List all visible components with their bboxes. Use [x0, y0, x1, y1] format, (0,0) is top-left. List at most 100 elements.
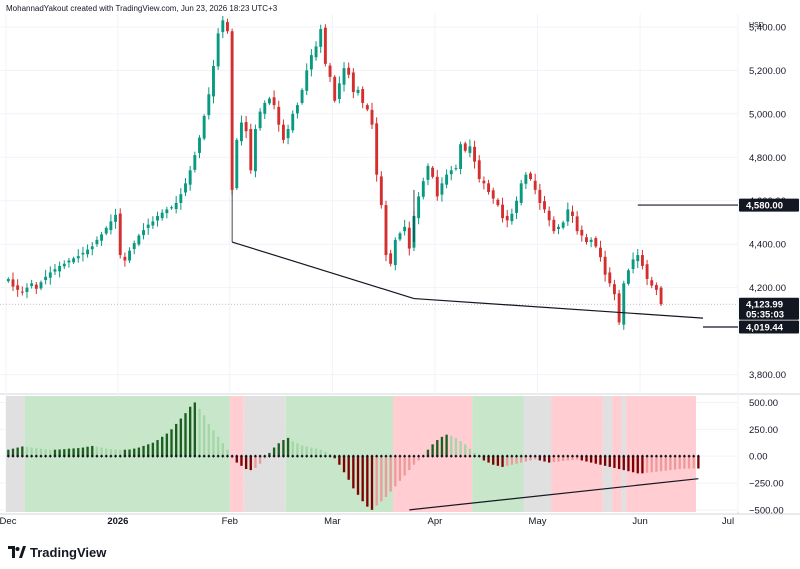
candle-body — [580, 229, 584, 236]
price-axis[interactable]: 3,800.004,200.004,400.004,600.004,800.00… — [749, 22, 786, 516]
histogram-bar — [356, 456, 360, 495]
candle-body — [193, 155, 197, 170]
candle-body — [109, 221, 113, 231]
candlestick-series — [6, 16, 663, 330]
osc-trendline[interactable] — [409, 478, 699, 511]
drawings[interactable] — [231, 189, 738, 511]
zone-red — [626, 396, 697, 512]
histogram-bar — [468, 448, 472, 457]
osc-tick-label: 250.00 — [749, 425, 778, 436]
zero-cross-marker — [174, 454, 178, 458]
zero-cross-marker — [547, 454, 551, 458]
histogram-bar — [627, 456, 630, 472]
candle-body — [198, 137, 201, 153]
zero-cross-marker — [48, 454, 52, 458]
price-tick-label: 5,000.00 — [749, 109, 786, 120]
candle-body — [95, 239, 99, 245]
zone-gray — [6, 396, 25, 512]
candle-body — [459, 144, 463, 170]
histogram-bar — [170, 429, 173, 457]
histogram-bar — [105, 448, 108, 457]
histogram-bar — [352, 456, 355, 489]
zero-cross-marker — [109, 454, 113, 458]
zero-cross-marker — [379, 454, 383, 458]
histogram-bar — [534, 456, 537, 460]
zone-gray — [621, 396, 627, 512]
zero-cross-marker — [267, 454, 272, 458]
histogram-bar — [81, 447, 85, 457]
candle-body — [659, 287, 663, 305]
zero-cross-marker — [687, 454, 691, 458]
histogram-bar — [561, 456, 565, 461]
candle-body — [44, 276, 48, 281]
histogram-bar — [603, 456, 607, 466]
price-tick-label: 5,200.00 — [749, 66, 786, 77]
candle-body — [267, 98, 271, 104]
histogram-bar — [366, 456, 369, 507]
histogram-bar — [622, 456, 625, 471]
zero-cross-marker — [127, 454, 132, 458]
histogram-bar — [589, 456, 593, 463]
zero-cross-marker — [482, 454, 486, 458]
zero-cross-marker — [263, 454, 267, 458]
candle-body — [361, 89, 365, 103]
candle-body — [393, 239, 397, 266]
time-axis[interactable]: Dec 2026 Feb Mar Apr May Jun Jul — [0, 516, 734, 527]
candle-body — [426, 165, 430, 180]
candle-body — [650, 280, 654, 286]
histogram-bar — [249, 456, 252, 471]
zero-cross-marker — [305, 454, 309, 458]
histogram-bar — [189, 406, 192, 457]
candle-body — [599, 247, 602, 258]
histogram-bar — [692, 456, 695, 469]
time-tick-label: Jul — [722, 516, 734, 527]
candle-body — [67, 260, 71, 263]
zero-cross-marker — [193, 454, 197, 458]
histogram-bar — [636, 456, 639, 474]
histogram-series — [6, 402, 700, 510]
zero-cross-marker — [58, 454, 62, 458]
zero-cross-marker — [612, 454, 617, 458]
zero-cross-marker — [384, 454, 388, 458]
zero-cross-marker — [556, 454, 561, 458]
zero-cross-marker — [496, 454, 500, 458]
zero-cross-marker — [682, 454, 686, 458]
price-trendline[interactable] — [231, 241, 415, 300]
zero-cross-marker — [444, 454, 449, 458]
zero-cross-marker — [132, 454, 136, 458]
candle-body — [165, 209, 169, 214]
zero-cross-marker — [407, 454, 411, 458]
zero-cross-marker — [692, 454, 696, 458]
zero-cross-marker — [76, 454, 80, 458]
histogram-bar — [286, 437, 290, 457]
histogram-bar — [473, 452, 476, 457]
zero-cross-marker — [104, 454, 108, 458]
price-trendline[interactable] — [413, 297, 704, 319]
candle-body — [347, 67, 351, 75]
candle-body — [30, 283, 34, 286]
histogram-bar — [669, 456, 672, 471]
candle-body — [487, 183, 491, 193]
candle-body — [501, 204, 504, 219]
zero-cross-marker — [137, 454, 141, 458]
zero-cross-marker — [486, 454, 491, 458]
zero-cross-marker — [589, 454, 593, 458]
histogram-bar — [63, 449, 66, 457]
histogram-bar — [49, 449, 52, 457]
candle-body — [589, 239, 593, 243]
histogram-bar — [506, 456, 509, 466]
candle-body — [603, 256, 607, 275]
zero-cross-marker — [570, 454, 575, 458]
time-tick-label: Apr — [428, 516, 443, 527]
time-tick-label: May — [529, 516, 547, 527]
histogram-bar — [510, 456, 514, 465]
candle-body — [524, 174, 528, 184]
histogram-bar — [608, 456, 611, 467]
histogram-bar — [142, 445, 145, 457]
zero-cross-marker — [519, 454, 523, 458]
histogram-bar — [35, 448, 38, 457]
histogram-bar — [305, 446, 308, 457]
histogram-bar — [212, 430, 215, 457]
histogram-bar — [664, 456, 667, 471]
